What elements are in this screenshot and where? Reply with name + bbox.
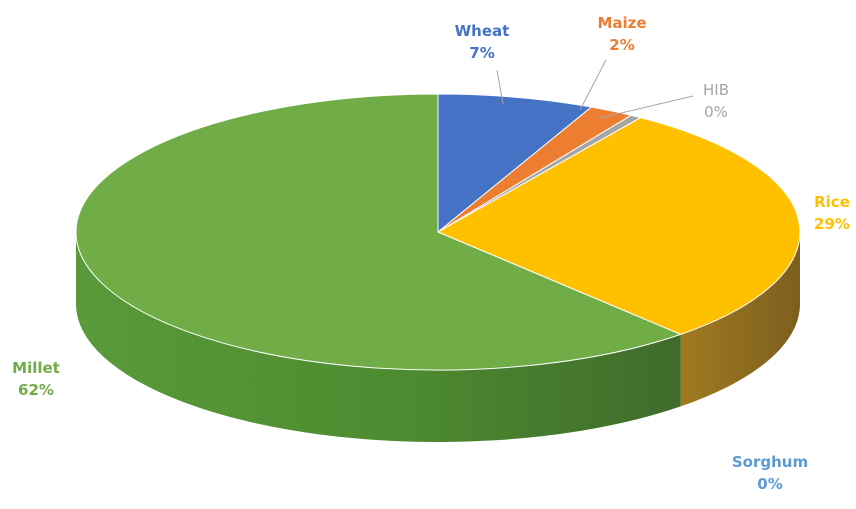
data-label-percent-hib: 0% <box>704 103 728 121</box>
data-label-percent-rice: 29% <box>814 215 850 233</box>
pie-sides <box>76 232 800 443</box>
data-label-percent-millet: 62% <box>18 381 54 399</box>
data-label-percent-maize: 2% <box>609 36 634 54</box>
data-label-sorghum: Sorghum 0% <box>732 453 808 493</box>
data-label-maize: Maize 2% <box>597 14 646 54</box>
slice-side-rice <box>680 232 800 407</box>
data-label-rice: Rice 29% <box>814 193 850 233</box>
data-label-name-rice: Rice <box>814 193 850 211</box>
data-label-wheat: Wheat 7% <box>455 22 510 62</box>
data-label-name-maize: Maize <box>597 14 646 32</box>
slice-wheat <box>437 93 592 233</box>
slice-side-millet <box>76 232 681 443</box>
data-label-millet: Millet 62% <box>12 359 60 399</box>
leader-line-wheat <box>496 69 504 105</box>
data-label-hib: HIB 0% <box>703 81 729 121</box>
slice-millet <box>75 93 682 371</box>
data-label-name-sorghum: Sorghum <box>732 453 808 471</box>
pie-leader-lines <box>496 59 694 119</box>
pie-tops <box>75 93 801 371</box>
data-label-name-wheat: Wheat <box>455 22 510 40</box>
pie-labels: Wheat 7% Maize 2% HIB 0% Rice 29% Sorghum 0% Mille… <box>12 14 850 493</box>
data-label-percent-wheat: 7% <box>469 44 494 62</box>
slice-rice <box>437 117 801 335</box>
data-label-percent-sorghum: 0% <box>757 475 782 493</box>
leader-line-maize <box>579 59 607 111</box>
data-label-name-millet: Millet <box>12 359 60 377</box>
leader-line-hib <box>599 95 694 119</box>
data-label-name-hib: HIB <box>703 81 729 99</box>
